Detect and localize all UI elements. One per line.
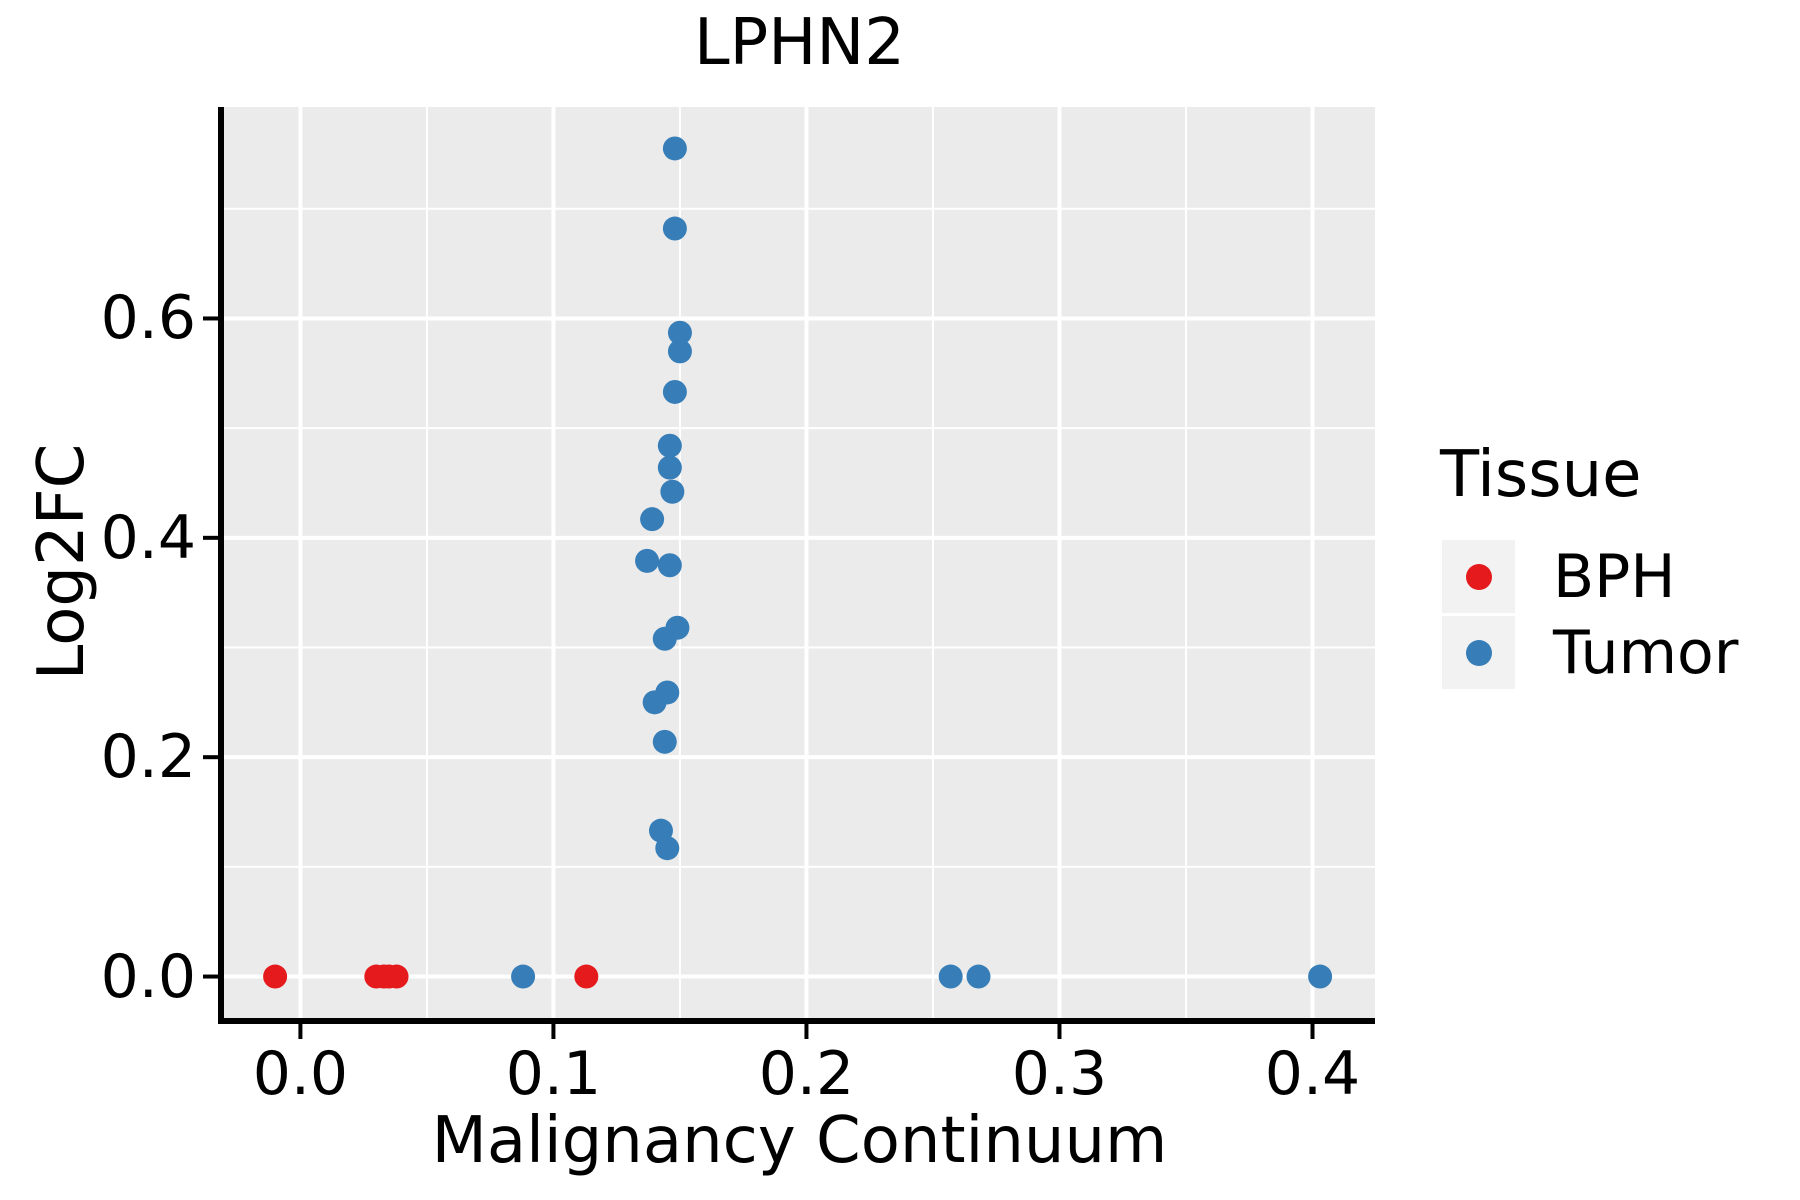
data-point-bph <box>263 964 288 989</box>
y-tick-label: 0.4 <box>100 502 196 573</box>
y-tick-label: 0.6 <box>100 283 196 354</box>
legend-entry-tumor: Tumor <box>1442 616 1762 689</box>
x-axis-spine <box>218 1018 1375 1024</box>
data-point-tumor <box>662 216 687 241</box>
data-point-tumor <box>655 836 680 861</box>
x-tick-label: 0.0 <box>252 1039 349 1109</box>
x-tick-mark <box>551 1024 556 1039</box>
x-tick-label: 0.1 <box>505 1039 602 1109</box>
data-point-tumor <box>938 964 963 989</box>
data-point-tumor <box>657 433 682 458</box>
data-point-tumor <box>1308 964 1333 989</box>
y-tick-mark <box>203 974 218 979</box>
x-tick-label: 0.4 <box>1264 1039 1361 1109</box>
data-point-tumor <box>660 479 685 504</box>
data-point-tumor <box>511 964 536 989</box>
data-point-bph <box>384 964 409 989</box>
x-tick-label: 0.2 <box>758 1039 855 1109</box>
data-point-tumor <box>652 729 677 754</box>
y-axis-spine <box>218 107 224 1024</box>
data-point-bph <box>574 964 599 989</box>
data-point-tumor <box>657 455 682 480</box>
legend-entry-bph: BPH <box>1442 540 1762 613</box>
legend-key-bph <box>1442 540 1515 613</box>
y-tick-mark <box>203 316 218 321</box>
data-point-tumor <box>667 320 692 345</box>
legend-label-tumor: Tumor <box>1553 617 1739 688</box>
data-point-tumor <box>635 548 660 573</box>
data-point-tumor <box>642 690 667 715</box>
data-point-tumor <box>662 379 687 404</box>
data-point-tumor <box>667 339 692 364</box>
tumor-dot-icon <box>1465 639 1492 666</box>
plot-title: LPHN2 <box>694 6 905 80</box>
y-tick-mark <box>203 535 218 540</box>
x-tick-mark <box>298 1024 303 1039</box>
x-tick-mark <box>804 1024 809 1039</box>
panel-background <box>224 107 1375 1018</box>
bph-dot-icon <box>1465 563 1492 590</box>
x-tick-mark <box>1057 1024 1062 1039</box>
x-axis-title: Malignancy Continuum <box>431 1104 1168 1178</box>
x-tick-mark <box>1310 1024 1315 1039</box>
y-tick-label: 0.2 <box>100 722 196 793</box>
y-tick-mark <box>203 755 218 760</box>
legend-title: Tissue <box>1440 438 1642 512</box>
data-point-tumor <box>652 626 677 651</box>
data-point-tumor <box>657 553 682 578</box>
data-point-tumor <box>966 964 991 989</box>
data-point-tumor <box>640 507 665 532</box>
data-point-tumor <box>662 136 687 161</box>
y-tick-label: 0.0 <box>100 941 196 1012</box>
legend-label-bph: BPH <box>1553 541 1676 612</box>
legend-key-tumor <box>1442 616 1515 689</box>
x-tick-label: 0.3 <box>1011 1039 1108 1109</box>
